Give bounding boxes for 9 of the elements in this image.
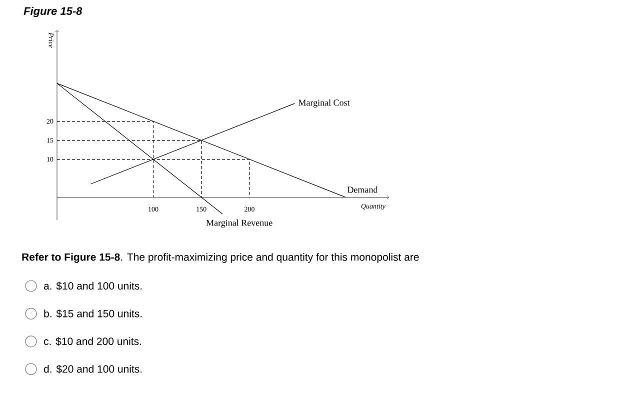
series-label: Demand [348, 186, 378, 193]
text: a. $10 and 100 units. [44, 282, 142, 290]
series-label: Marginal Cost [298, 99, 350, 108]
text: c. $10 and 200 units. [44, 337, 142, 346]
text: d. $20 and 100 units. [44, 364, 142, 374]
chart-title: Figure 15-8 [24, 6, 82, 18]
text: Refer to Figure 15-8. The profit-maximizing price and quantity for this monopolist are [22, 253, 419, 263]
series-label: Marginal Revenue [206, 220, 272, 228]
text: b. $15 and 150 units. [44, 309, 142, 318]
